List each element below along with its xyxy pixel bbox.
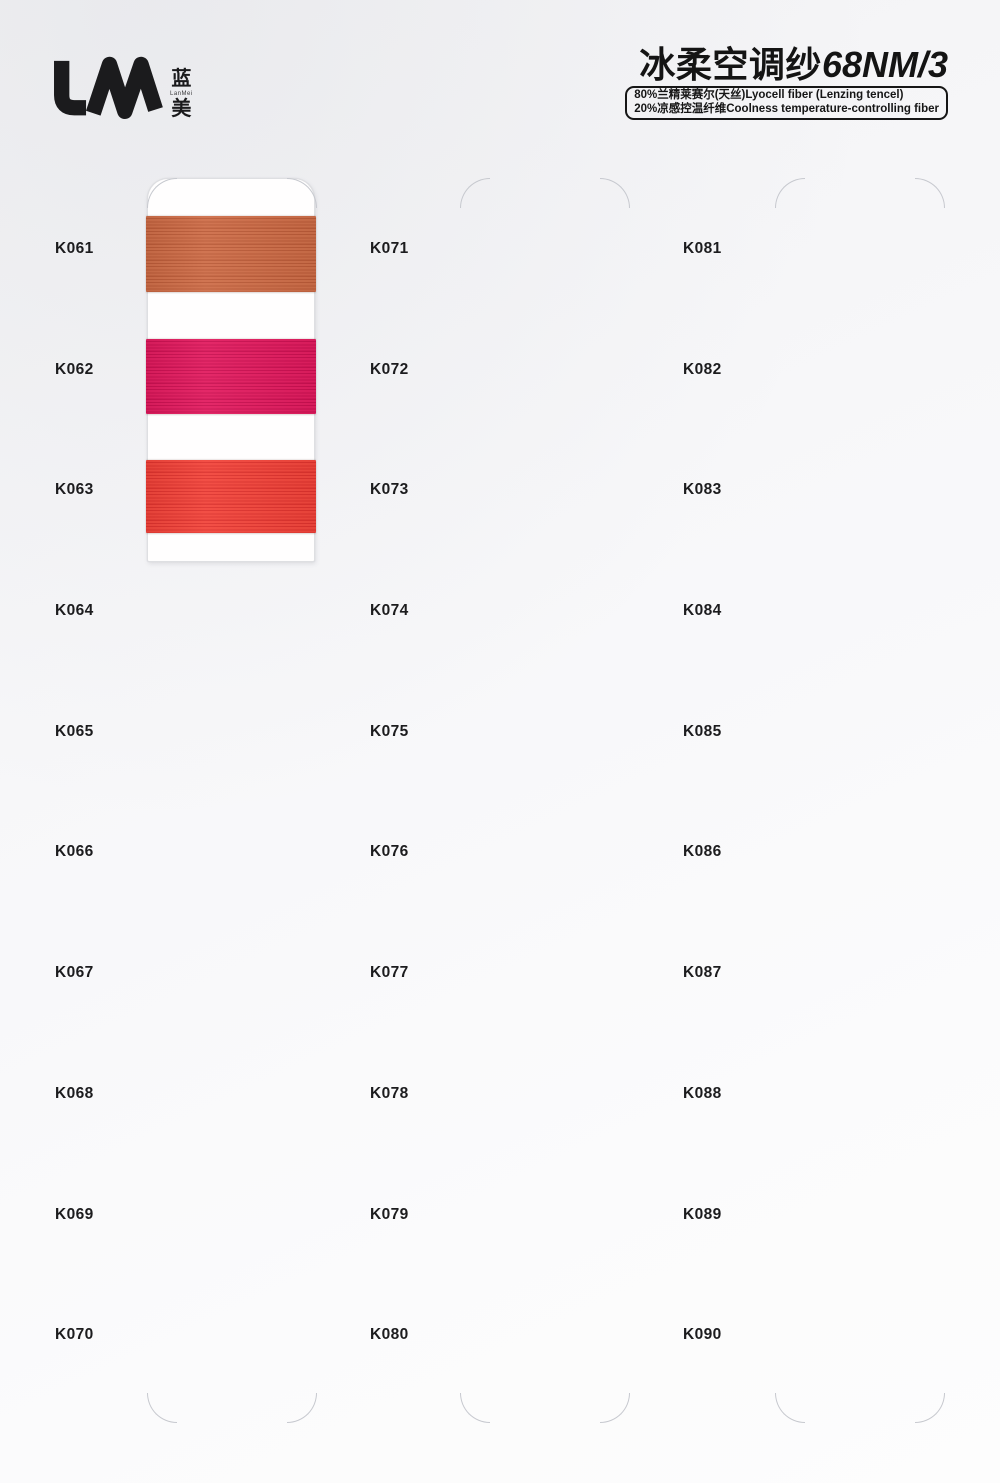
color-code-label: K077 xyxy=(370,964,409,981)
color-code-label: K071 xyxy=(370,240,409,257)
product-title: 冰柔空调纱68NM/3 xyxy=(625,46,948,84)
color-code-label: K087 xyxy=(683,964,722,981)
color-code-label: K084 xyxy=(683,602,722,619)
die-cut-corner-arc xyxy=(600,1393,630,1423)
color-code-label: K079 xyxy=(370,1206,409,1223)
die-cut-corner-arc xyxy=(147,178,177,208)
color-code-label: K073 xyxy=(370,481,409,498)
color-code-label: K061 xyxy=(55,240,94,257)
color-code-label: K089 xyxy=(683,1206,722,1223)
product-header: 冰柔空调纱68NM/3 80%兰精莱赛尔(天丝)Lyocell fiber (L… xyxy=(625,46,948,120)
composition-line-1: 80%兰精莱赛尔(天丝)Lyocell fiber (Lenzing tence… xyxy=(634,89,904,101)
die-cut-corner-arc xyxy=(775,178,805,208)
color-code-label: K082 xyxy=(683,361,722,378)
yarn-sample-k061 xyxy=(146,216,316,292)
die-cut-corner-arc xyxy=(460,178,490,208)
color-code-label: K064 xyxy=(55,602,94,619)
color-code-label: K065 xyxy=(55,723,94,740)
color-code-label: K070 xyxy=(55,1326,94,1343)
die-cut-corner-arc xyxy=(775,1393,805,1423)
die-cut-corner-arc xyxy=(600,178,630,208)
color-code-label: K075 xyxy=(370,723,409,740)
color-code-label: K074 xyxy=(370,602,409,619)
product-title-cn: 冰柔空调纱 xyxy=(639,44,822,85)
color-code-label: K086 xyxy=(683,843,722,860)
color-code-label: K068 xyxy=(55,1085,94,1102)
color-code-label: K066 xyxy=(55,843,94,860)
color-code-label: K072 xyxy=(370,361,409,378)
product-title-spec: 68NM/3 xyxy=(821,44,948,85)
color-code-label: K085 xyxy=(683,723,722,740)
color-code-label: K063 xyxy=(55,481,94,498)
logo-latin: LanMei xyxy=(170,91,193,97)
color-code-label: K081 xyxy=(683,240,722,257)
color-code-label: K088 xyxy=(683,1085,722,1102)
logo-cn-top: 蓝 xyxy=(171,68,192,90)
die-cut-corner-arc xyxy=(915,178,945,208)
composition-box: 80%兰精莱赛尔(天丝)Lyocell fiber (Lenzing tence… xyxy=(625,86,948,120)
color-code-label: K090 xyxy=(683,1326,722,1343)
composition-line-2: 20%凉感控温纤维Coolness temperature-controllin… xyxy=(634,102,939,115)
yarn-sample-k062 xyxy=(146,339,316,414)
color-code-label: K067 xyxy=(55,964,94,981)
yarn-sample-k063 xyxy=(146,460,316,533)
color-code-label: K076 xyxy=(370,843,409,860)
die-cut-corner-arc xyxy=(147,1393,177,1423)
color-code-label: K080 xyxy=(370,1326,409,1343)
color-code-label: K078 xyxy=(370,1085,409,1102)
die-cut-corner-arc xyxy=(287,1393,317,1423)
die-cut-corner-arc xyxy=(287,178,317,208)
yarn-swatch-card xyxy=(146,178,316,562)
color-code-label: K069 xyxy=(55,1206,94,1223)
die-cut-corner-arc xyxy=(460,1393,490,1423)
die-cut-corner-arc xyxy=(915,1393,945,1423)
brand-logo: 蓝 LanMei 美 xyxy=(46,50,193,124)
color-code-label: K083 xyxy=(683,481,722,498)
lm-logo-mark xyxy=(54,56,163,120)
logo-cn-bottom: 美 xyxy=(171,98,192,120)
color-code-label: K062 xyxy=(55,361,94,378)
